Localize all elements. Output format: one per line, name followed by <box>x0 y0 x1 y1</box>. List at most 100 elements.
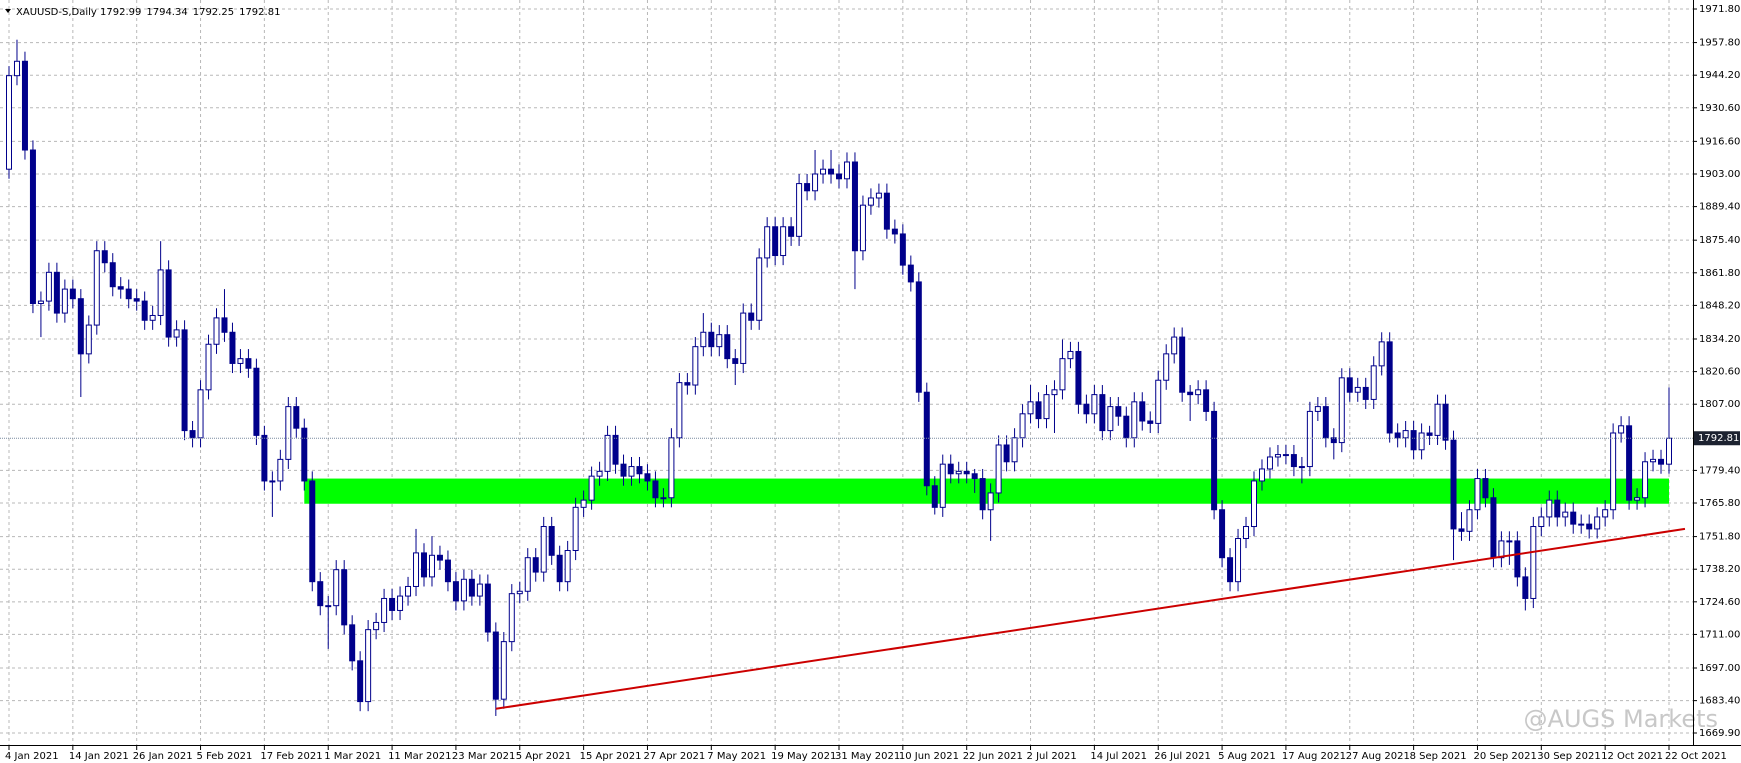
candle-body <box>1394 432 1401 439</box>
candle-body <box>1091 394 1098 415</box>
candle-body <box>476 583 483 597</box>
candle-body <box>716 334 723 348</box>
candle-body <box>1618 425 1625 434</box>
y-tick-label: 1834.20 <box>1699 334 1740 345</box>
x-tick-label: 7 May 2021 <box>707 751 766 762</box>
y-tick-label: 1957.80 <box>1699 38 1740 49</box>
candle-body <box>29 149 36 304</box>
candle-body <box>812 173 819 192</box>
candle-body <box>1298 466 1305 469</box>
y-tick-label: 1930.60 <box>1699 103 1740 114</box>
candle-body <box>796 183 803 237</box>
x-tick-label: 4 Jan 2021 <box>5 751 59 762</box>
candle-body <box>1586 523 1593 530</box>
header-value: 1792.99 <box>100 7 141 18</box>
candle-body <box>245 358 252 369</box>
x-tick-label: 26 Jul 2021 <box>1154 751 1211 762</box>
candle-body <box>1546 499 1553 518</box>
candle-body <box>588 475 595 501</box>
candle-body <box>1107 406 1114 432</box>
price-label-box <box>1694 431 1740 446</box>
candle-body <box>468 578 475 597</box>
candle-body <box>389 597 396 611</box>
candle-body <box>628 466 635 477</box>
y-tick-label: 1738.20 <box>1699 564 1740 575</box>
candle-body <box>1187 391 1194 396</box>
candle-body <box>1330 437 1337 444</box>
candle-body <box>45 271 52 302</box>
price-label: 1792.81 <box>1698 433 1739 444</box>
candle-body <box>1035 401 1042 420</box>
y-tick-label: 1903.00 <box>1699 169 1740 180</box>
candle-body <box>492 631 499 700</box>
candle-body <box>317 581 324 607</box>
candle-body <box>636 466 643 475</box>
candle-body <box>532 557 539 573</box>
candle-body <box>1227 557 1234 583</box>
candle-body <box>556 554 563 583</box>
candle-body <box>963 470 970 475</box>
candle-body <box>979 478 986 511</box>
candle-body <box>381 597 388 623</box>
header-value: 1792.25 <box>193 7 234 18</box>
candle-body <box>1314 406 1321 412</box>
x-tick-label: 22 Oct 2021 <box>1665 751 1727 762</box>
candle-body <box>1578 523 1585 526</box>
candle-body <box>1442 403 1449 441</box>
y-tick-label: 1724.60 <box>1699 597 1740 608</box>
candle-body <box>1594 516 1601 530</box>
candle-body <box>1211 410 1218 511</box>
candle-body <box>6 75 12 170</box>
candle-body <box>604 434 611 472</box>
candle-body <box>828 168 835 175</box>
candle-body <box>1147 420 1154 424</box>
candle-body <box>612 434 619 465</box>
candle-body <box>804 183 811 192</box>
candle-body <box>1362 386 1369 400</box>
candle-body <box>181 329 188 432</box>
candle-body <box>955 470 962 475</box>
candle-body <box>1115 406 1122 417</box>
y-tick-label: 1765.80 <box>1699 498 1740 509</box>
x-tick-label: 8 Sep 2021 <box>1410 751 1467 762</box>
candle-body <box>851 161 858 252</box>
x-tick-label: 27 Apr 2021 <box>643 751 705 762</box>
candle-body <box>676 382 683 439</box>
candle-body <box>1043 394 1050 420</box>
candle-body <box>141 300 148 321</box>
x-tick-label: 5 Feb 2021 <box>197 751 253 762</box>
candle-body <box>1179 336 1186 393</box>
candle-body <box>1498 540 1505 559</box>
x-tick-label: 11 Mar 2021 <box>388 751 451 762</box>
candle-body <box>285 406 292 460</box>
y-tick-label: 1807.00 <box>1699 399 1740 410</box>
candle-body <box>157 269 164 316</box>
candle-body <box>1466 509 1473 532</box>
candle-body <box>309 480 316 583</box>
candle-body <box>1099 394 1106 432</box>
y-tick-label: 1944.20 <box>1699 70 1740 81</box>
y-tick-label: 1848.20 <box>1699 300 1740 311</box>
candle-body <box>1602 509 1609 518</box>
y-tick-label: 1669.90 <box>1699 728 1740 739</box>
candle-body <box>1171 336 1178 355</box>
grid <box>0 0 1693 745</box>
candle-body <box>891 228 898 235</box>
candle-body <box>995 444 1002 494</box>
candle-body <box>69 288 76 300</box>
candle-body <box>365 629 372 703</box>
x-tick-label: 20 Sep 2021 <box>1473 751 1536 762</box>
candle-body <box>1410 430 1417 451</box>
header-symbol: XAUUSD-S,Daily <box>16 7 97 18</box>
x-tick-label: 15 Apr 2021 <box>580 751 642 762</box>
candle-body <box>931 485 938 508</box>
candle-body <box>820 168 827 175</box>
candle-body <box>644 473 651 482</box>
y-tick-label: 1820.60 <box>1699 367 1740 378</box>
candle-body <box>923 391 930 487</box>
candle-body <box>1386 341 1393 434</box>
y-tick-label: 1889.40 <box>1699 202 1740 213</box>
candle-body <box>1011 437 1018 463</box>
candle-body <box>325 605 332 608</box>
